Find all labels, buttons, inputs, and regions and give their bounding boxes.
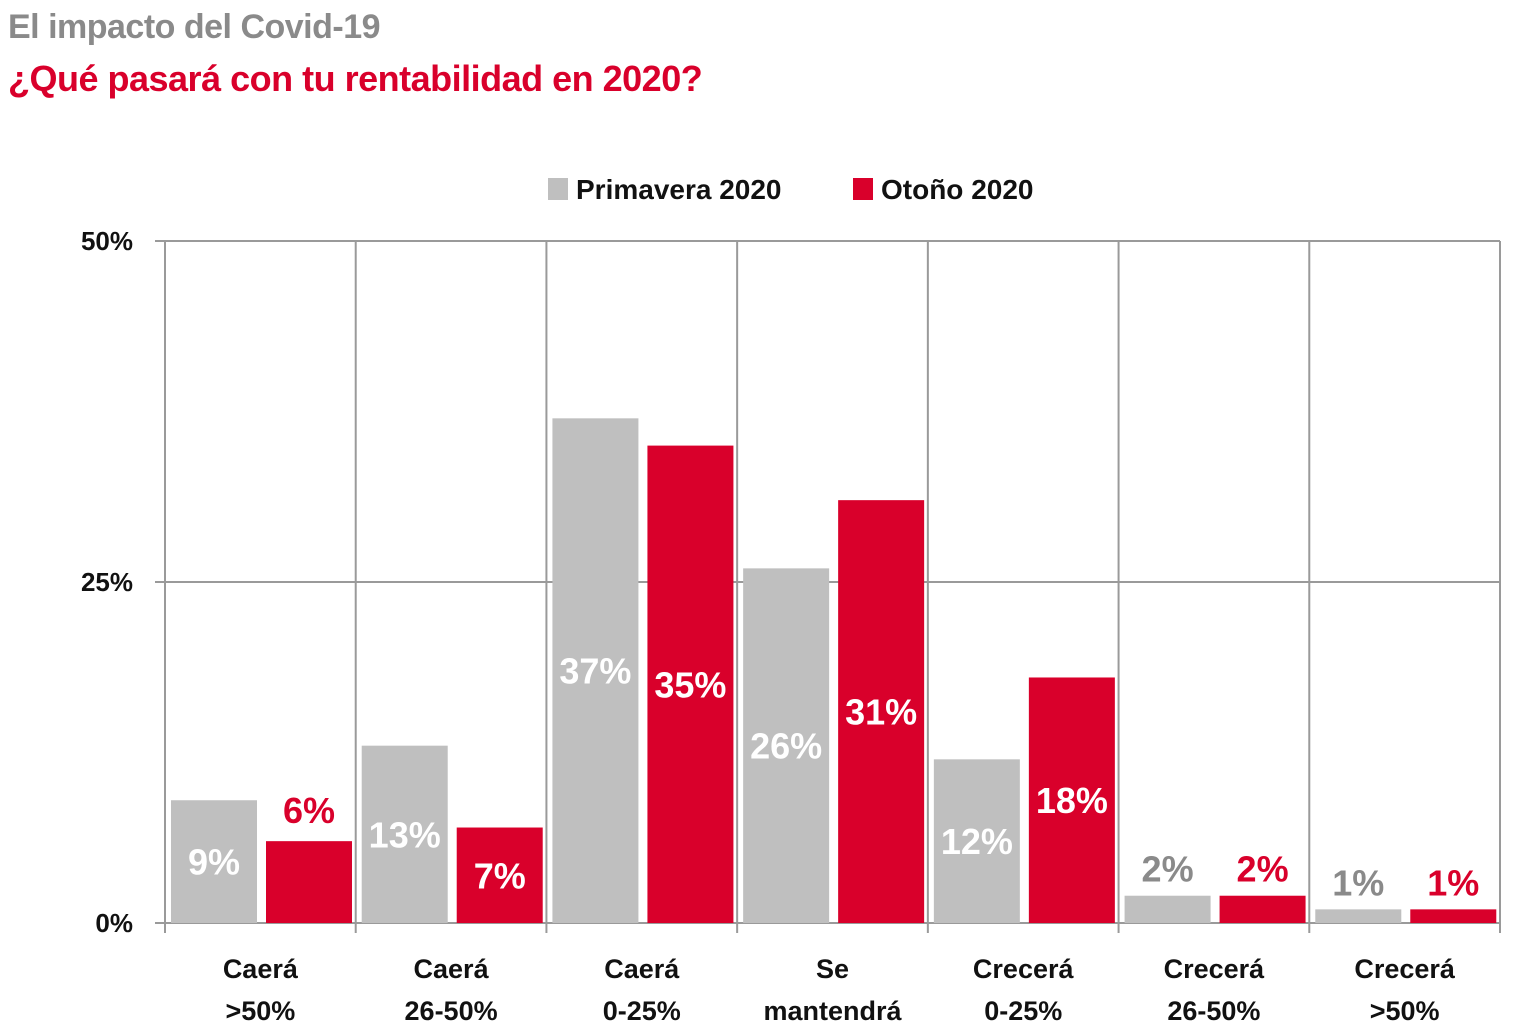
legend: Primavera 2020 Otoño 2020	[548, 174, 1033, 205]
bar-otono-5	[1219, 895, 1306, 923]
legend-label: Otoño 2020	[881, 174, 1033, 205]
data-label: 13%	[369, 814, 441, 855]
x-category-label: 26-50%	[405, 996, 498, 1026]
bar-otono-1	[456, 827, 543, 923]
data-label: 1%	[1427, 862, 1479, 903]
chart-axes: 0% 25% 50% Caerá >50% Caerá 26-50% Caerá 0-25% Se…	[81, 226, 1501, 1026]
legend-swatch	[548, 178, 568, 200]
bar-primavera-1	[361, 745, 448, 923]
data-label: 2%	[1142, 849, 1194, 890]
data-label: 2%	[1237, 849, 1289, 890]
data-label: 18%	[1036, 780, 1108, 821]
bar-otono-0	[266, 841, 352, 923]
data-label: 7%	[474, 855, 526, 896]
chart-grid	[164, 240, 1501, 924]
data-label: 37%	[559, 651, 631, 692]
bar-otono-4	[1028, 677, 1115, 923]
x-category-label: Caerá	[604, 954, 680, 984]
data-label: 31%	[845, 692, 917, 733]
x-category-label: Se	[816, 954, 849, 984]
legend-label: Primavera 2020	[576, 174, 782, 205]
x-category-label: Crecerá	[1164, 954, 1266, 984]
x-category-label: mantendrá	[763, 996, 902, 1026]
x-category-label: >50%	[225, 996, 295, 1026]
data-label: 12%	[941, 821, 1013, 862]
chart-subtitle: ¿Qué pasará con tu rentabilidad en 2020?	[8, 58, 703, 99]
bar-primavera-3	[743, 568, 830, 923]
x-category-label: Crecerá	[1354, 954, 1456, 984]
y-tick-label: 50%	[81, 226, 133, 256]
chart-title: El impacto del Covid-19	[8, 8, 381, 46]
data-label: 6%	[283, 790, 335, 831]
x-category-label: Caerá	[414, 954, 490, 984]
x-category-label: Caerá	[223, 954, 299, 984]
data-label: 35%	[654, 664, 726, 705]
legend-swatch	[853, 178, 873, 200]
chart-labels: 9% 6% 13% 7% 37% 35% 26% 31% 12% 18% 2% 2% 1% 1%	[188, 651, 1479, 904]
y-tick-label: 25%	[81, 567, 133, 597]
x-category-label: Crecerá	[973, 954, 1075, 984]
x-category-label: 0-25%	[984, 996, 1062, 1026]
bar-primavera-4	[933, 759, 1020, 923]
bar-otono-3	[838, 500, 925, 923]
x-category-label: 26-50%	[1167, 996, 1260, 1026]
bar-otono-6	[1410, 909, 1497, 923]
bar-primavera-0	[171, 800, 257, 923]
data-label: 26%	[750, 726, 822, 767]
x-category-label: 0-25%	[603, 996, 681, 1026]
bar-primavera-6	[1315, 909, 1402, 923]
bar-primavera-2	[552, 418, 639, 923]
bar-otono-2	[647, 445, 734, 923]
bar-primavera-5	[1124, 895, 1211, 923]
data-label: 9%	[188, 842, 240, 883]
chart-bars	[171, 418, 1497, 923]
y-tick-label: 0%	[95, 908, 133, 938]
x-category-label: >50%	[1370, 996, 1440, 1026]
data-label: 1%	[1332, 862, 1384, 903]
